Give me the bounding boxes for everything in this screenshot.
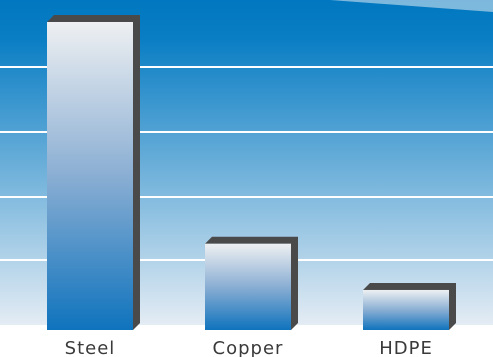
- category-labels: Steel Copper HDPE: [65, 338, 433, 357]
- category-label-steel: Steel: [65, 338, 116, 357]
- bar-hdpe-face: [363, 289, 449, 330]
- category-label-copper: Copper: [213, 338, 284, 357]
- bar-copper: [205, 236, 298, 330]
- corner-decoration: [330, 0, 493, 12]
- bar-steel-face: [47, 22, 133, 330]
- bars-group: [47, 15, 456, 330]
- bar-hdpe: [363, 282, 456, 330]
- bar-hdpe-depth: [363, 282, 456, 330]
- category-label-hdpe: HDPE: [379, 338, 433, 357]
- bar-steel: [47, 15, 140, 330]
- bar-copper-face: [205, 243, 291, 330]
